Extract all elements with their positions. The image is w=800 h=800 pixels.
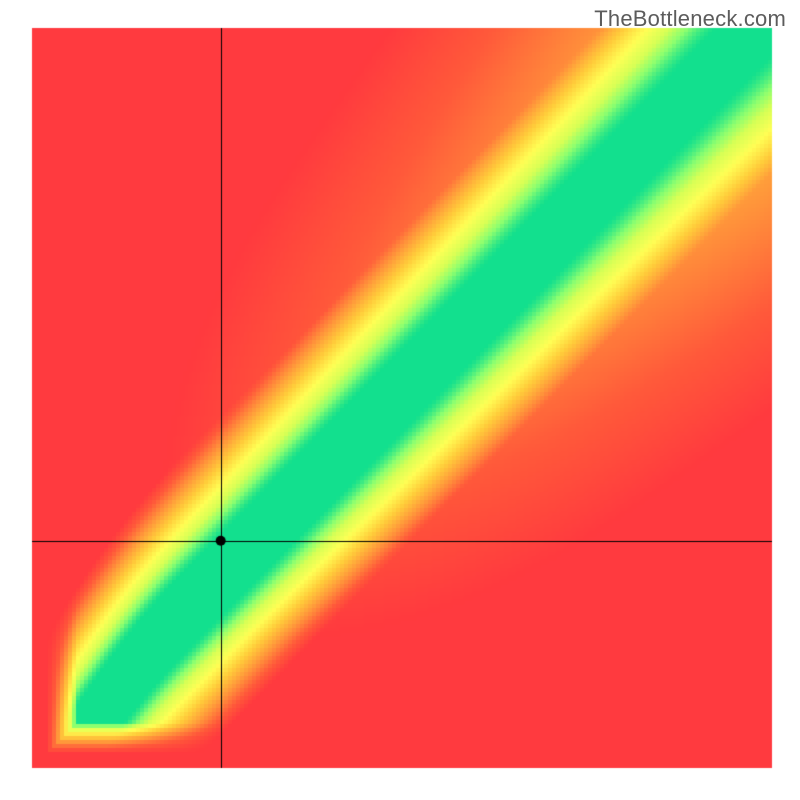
- watermark-text: TheBottleneck.com: [594, 6, 786, 32]
- heatmap-canvas: [0, 0, 800, 800]
- chart-container: TheBottleneck.com: [0, 0, 800, 800]
